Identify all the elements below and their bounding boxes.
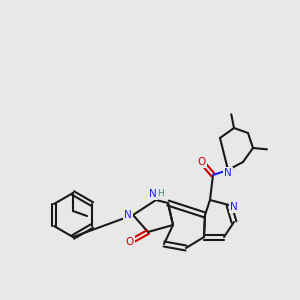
- Text: N: N: [149, 189, 157, 199]
- Text: O: O: [198, 157, 206, 167]
- Text: O: O: [126, 237, 134, 247]
- Text: N: N: [230, 202, 238, 212]
- Text: N: N: [124, 210, 132, 220]
- Text: H: H: [158, 190, 164, 199]
- Text: N: N: [224, 168, 232, 178]
